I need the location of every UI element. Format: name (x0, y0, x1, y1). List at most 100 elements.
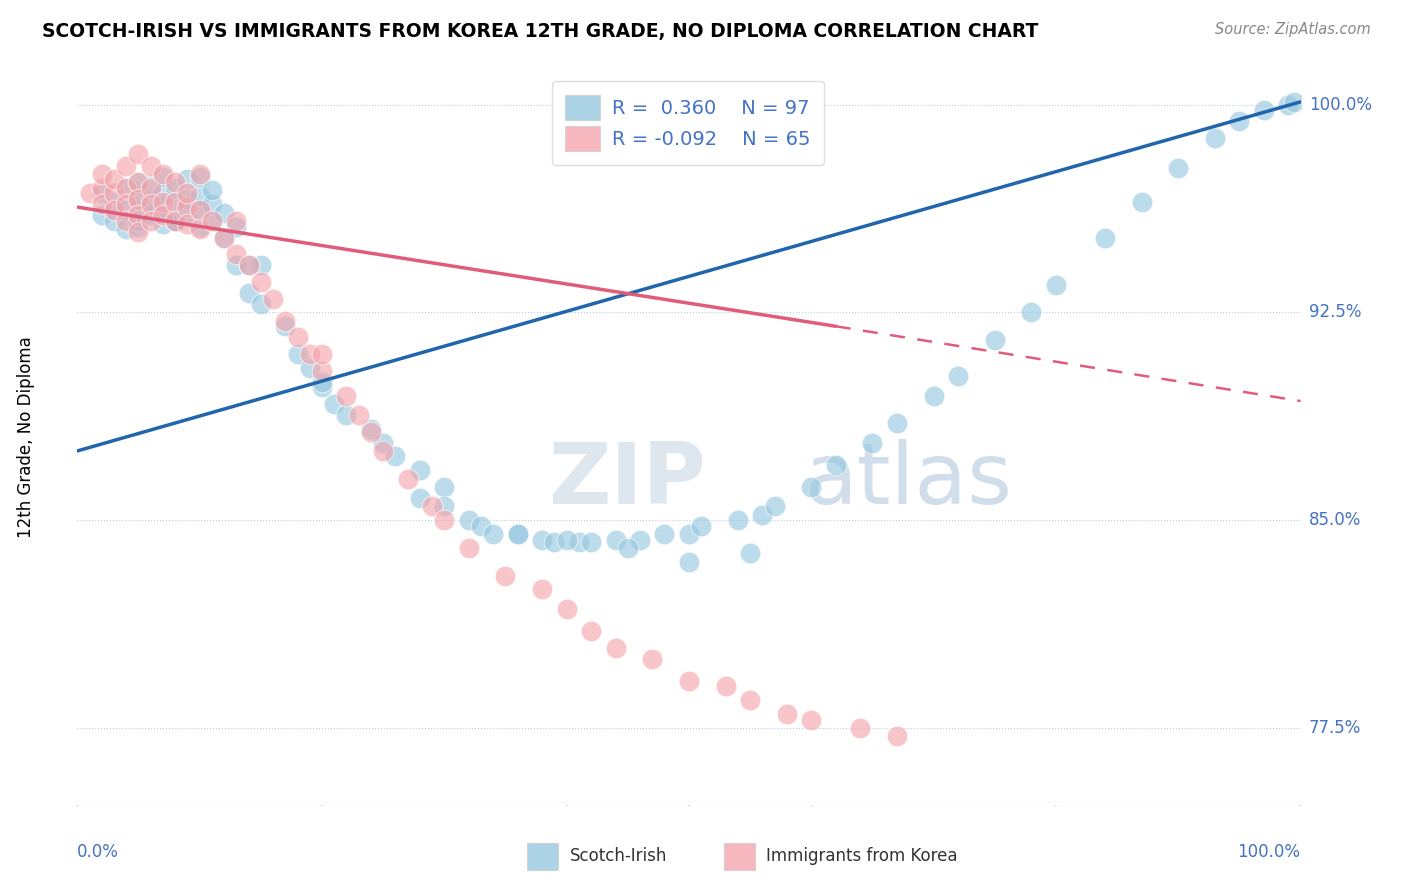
Point (152, 194, 174, 209)
Point (555, 533, 578, 547)
Point (127, 175, 149, 189)
Point (127, 214, 149, 228)
Point (287, 347, 309, 361)
Point (165, 175, 187, 189)
Point (188, 219, 211, 234)
Point (188, 189, 211, 203)
Point (201, 184, 224, 198)
Point (1021, 305, 1043, 319)
Point (103, 186, 125, 201)
Text: ZIP: ZIP (548, 440, 706, 523)
Point (115, 222, 138, 236)
Point (165, 197, 187, 211)
Point (678, 673, 700, 688)
Point (165, 180, 187, 194)
Point (176, 200, 198, 214)
Text: 12th Grade, No Diploma: 12th Grade, No Diploma (17, 336, 35, 538)
Point (127, 225, 149, 239)
Point (165, 194, 187, 209)
Point (90, 167, 112, 181)
Point (678, 555, 700, 569)
Point (311, 375, 333, 389)
Point (311, 347, 333, 361)
Point (225, 247, 247, 261)
Point (115, 214, 138, 228)
Point (763, 500, 786, 514)
Point (238, 258, 260, 272)
Point (433, 500, 456, 514)
Point (531, 582, 554, 597)
Point (188, 202, 211, 217)
Point (1277, 97, 1299, 112)
Point (678, 527, 700, 541)
Point (946, 369, 969, 384)
Point (79, 186, 101, 201)
Point (90, 180, 112, 194)
Point (714, 680, 737, 694)
Point (360, 425, 382, 439)
Text: Source: ZipAtlas.com: Source: ZipAtlas.com (1215, 22, 1371, 37)
Point (311, 363, 333, 377)
Point (824, 458, 846, 472)
Text: atlas: atlas (806, 440, 1014, 523)
Point (420, 500, 443, 514)
Text: 100.0%: 100.0% (1237, 843, 1301, 861)
Point (617, 541, 640, 555)
Point (274, 319, 297, 334)
Point (922, 388, 945, 402)
Point (1167, 161, 1189, 176)
Point (482, 527, 505, 541)
Point (201, 214, 224, 228)
Point (225, 214, 247, 228)
Point (115, 197, 138, 211)
Point (115, 202, 138, 217)
Point (1130, 194, 1153, 209)
Point (176, 209, 198, 223)
Point (152, 169, 174, 184)
Point (139, 197, 162, 211)
Point (139, 159, 162, 173)
Point (90, 197, 112, 211)
Point (470, 518, 492, 533)
Point (886, 729, 908, 743)
Point (115, 180, 138, 194)
Point (139, 194, 162, 209)
Point (250, 275, 273, 289)
Text: 85.0%: 85.0% (1309, 511, 1361, 529)
Point (605, 640, 627, 655)
Legend: R =  0.360    N = 97, R = -0.092    N = 65: R = 0.360 N = 97, R = -0.092 N = 65 (553, 81, 824, 165)
Point (188, 169, 211, 184)
Point (225, 258, 247, 272)
Point (1045, 277, 1067, 292)
Point (127, 175, 149, 189)
Point (1229, 114, 1251, 128)
Point (849, 721, 872, 735)
Point (188, 222, 211, 236)
Text: Immigrants from Korea: Immigrants from Korea (766, 847, 957, 865)
Point (605, 533, 627, 547)
Point (250, 258, 273, 272)
Point (127, 202, 149, 217)
Point (457, 513, 479, 527)
Point (225, 219, 247, 234)
Point (139, 180, 162, 194)
Point (287, 330, 309, 344)
Point (188, 202, 211, 217)
Point (1094, 230, 1116, 244)
Point (115, 159, 138, 173)
Point (127, 219, 149, 234)
Point (139, 214, 162, 228)
Point (543, 535, 565, 549)
Point (751, 508, 773, 522)
Point (740, 546, 762, 560)
Point (176, 192, 198, 206)
Text: 92.5%: 92.5% (1309, 303, 1361, 321)
Point (1284, 95, 1306, 109)
Point (165, 214, 187, 228)
Point (176, 172, 198, 186)
Point (103, 202, 125, 217)
Point (495, 568, 517, 582)
Text: 0.0%: 0.0% (77, 843, 120, 861)
Point (335, 408, 357, 422)
Point (800, 713, 823, 727)
